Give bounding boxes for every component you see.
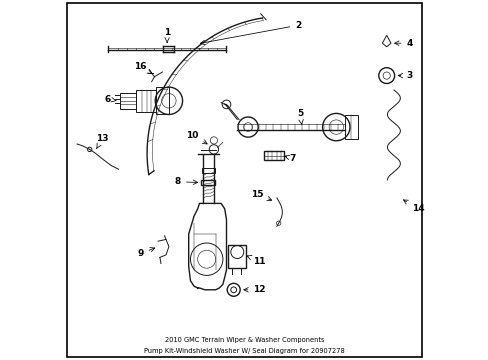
Bar [202,168,215,173]
Bar [120,93,136,109]
Text: 2: 2 [200,21,301,45]
Bar [345,115,357,139]
Bar [136,90,156,112]
Text: 9: 9 [137,248,154,258]
Text: 2010 GMC Terrain Wiper & Washer Components: 2010 GMC Terrain Wiper & Washer Componen… [164,337,324,343]
Text: 15: 15 [250,190,271,201]
Text: 7: 7 [285,154,295,163]
Text: 10: 10 [186,130,207,144]
Text: 3: 3 [397,71,412,80]
Text: 6: 6 [104,94,116,104]
Text: 8: 8 [174,177,197,186]
Text: 4: 4 [394,39,412,48]
Text: 5: 5 [297,109,303,124]
Bar [228,245,246,268]
Text: 13: 13 [96,134,108,148]
Text: 16: 16 [134,62,152,73]
Bar [201,180,215,185]
Text: Pump Kit-Windshield Washer W/ Seal Diagram for 20907278: Pump Kit-Windshield Washer W/ Seal Diagr… [144,348,344,354]
Text: 14: 14 [403,200,424,213]
Text: 12: 12 [244,285,265,294]
Bar [264,151,284,160]
Text: 1: 1 [163,28,170,42]
Bar [156,87,168,114]
Text: 11: 11 [246,256,265,266]
